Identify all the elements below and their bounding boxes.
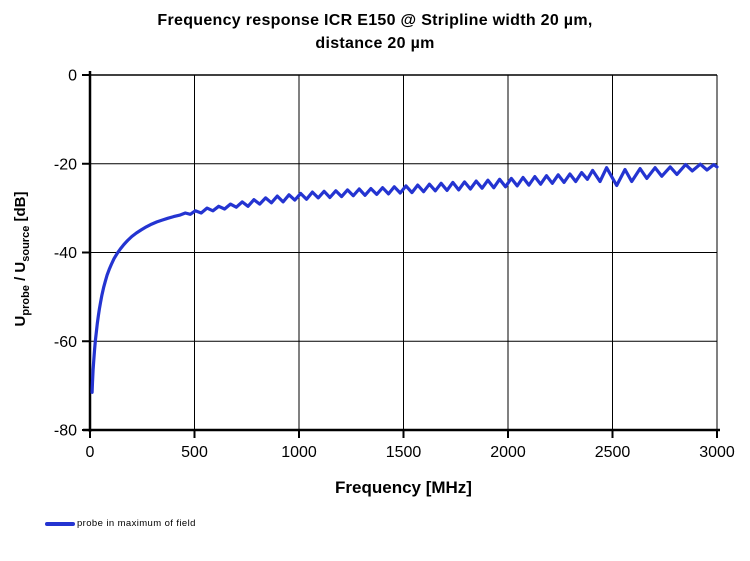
y-axis-title: Uprobe / Usource [dB] (12, 159, 38, 359)
x-tick-label: 1000 (281, 444, 317, 461)
response-curve (90, 162, 719, 394)
y-tick-label: -60 (54, 334, 77, 351)
x-tick-label: 3000 (699, 444, 735, 461)
chart-title-line1: Frequency response ICR E150 @ Stripline … (157, 12, 593, 29)
x-tick-label: 2500 (595, 444, 631, 461)
y-axis-title-sub2: source (20, 225, 32, 262)
y-axis-title-unit: [dB] (12, 191, 29, 226)
x-axis-title: Frequency [MHz] (335, 478, 472, 497)
y-axis-title-mid: / U (12, 261, 29, 286)
x-tick-label: 1500 (386, 444, 422, 461)
y-tick-label: 0 (68, 68, 77, 85)
y-tick-label: -20 (54, 156, 77, 173)
y-axis-title-text: U (12, 315, 29, 327)
legend-line-swatch (45, 521, 75, 526)
chart-title: Frequency response ICR E150 @ Stripline … (0, 9, 750, 55)
legend-label: probe in maximum of field (77, 518, 196, 529)
y-tick-label: -40 (54, 245, 77, 262)
y-axis-title-sub1: probe (20, 285, 32, 316)
chart-title-line2: distance 20 µm (315, 35, 435, 52)
x-tick-label: 500 (181, 444, 208, 461)
x-tick-label: 0 (86, 444, 95, 461)
y-tick-label: -80 (54, 423, 77, 440)
x-tick-label: 2000 (490, 444, 526, 461)
legend: probe in maximum of field (45, 518, 196, 529)
